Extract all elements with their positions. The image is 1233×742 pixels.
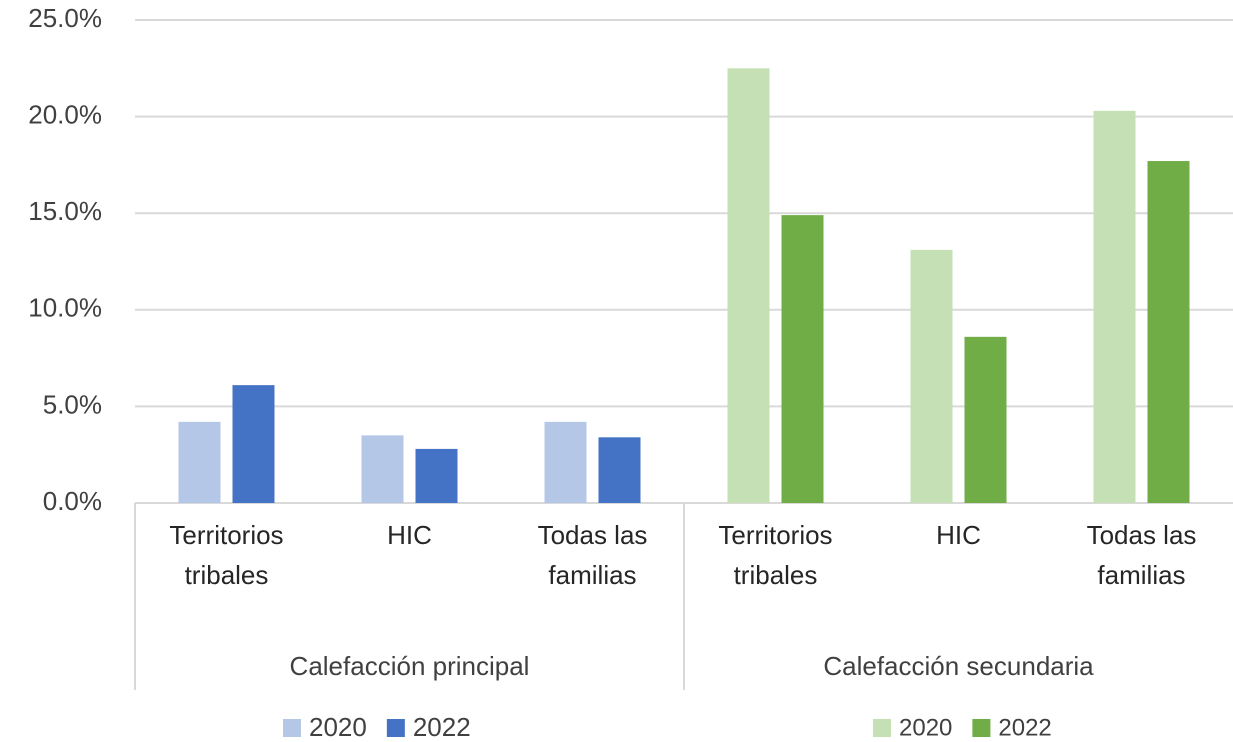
- y-tick-label: 0.0%: [43, 486, 102, 516]
- x-tick-label: Todas las familias: [1086, 520, 1197, 590]
- bar: [727, 68, 770, 504]
- legend-swatch: [283, 719, 301, 737]
- x-tick-label: Territorios tribales: [718, 520, 833, 590]
- bar: [361, 435, 404, 503]
- group-label: Calefacción secundaria: [823, 651, 1094, 681]
- bar: [910, 249, 953, 503]
- y-tick-label: 25.0%: [28, 3, 102, 33]
- y-tick-label: 20.0%: [28, 99, 102, 129]
- bar: [232, 385, 275, 503]
- bar: [544, 421, 587, 503]
- y-tick-label: 10.0%: [28, 293, 102, 323]
- bar: [1093, 110, 1136, 503]
- y-tick-label: 15.0%: [28, 196, 102, 226]
- bar: [964, 336, 1007, 503]
- legend-swatch: [873, 719, 891, 737]
- x-tick-label: HIC: [387, 520, 432, 550]
- y-tick-label: 5.0%: [43, 389, 102, 419]
- legend-label: 2020: [309, 712, 367, 742]
- bar: [178, 421, 221, 503]
- legend-swatch: [972, 719, 991, 737]
- group-label: Calefacción principal: [290, 651, 530, 681]
- bar: [415, 448, 458, 503]
- x-tick-label: HIC: [936, 520, 981, 550]
- bar: [781, 215, 824, 503]
- legend-label: 2020: [899, 714, 952, 741]
- x-tick-label: Todas las familias: [537, 520, 648, 590]
- legend-label: 2022: [413, 712, 471, 742]
- bar: [598, 437, 641, 503]
- legend-label: 2022: [998, 714, 1051, 741]
- x-tick-label: Territorios tribales: [169, 520, 284, 590]
- bar: [1147, 161, 1190, 503]
- legend-swatch: [386, 719, 405, 737]
